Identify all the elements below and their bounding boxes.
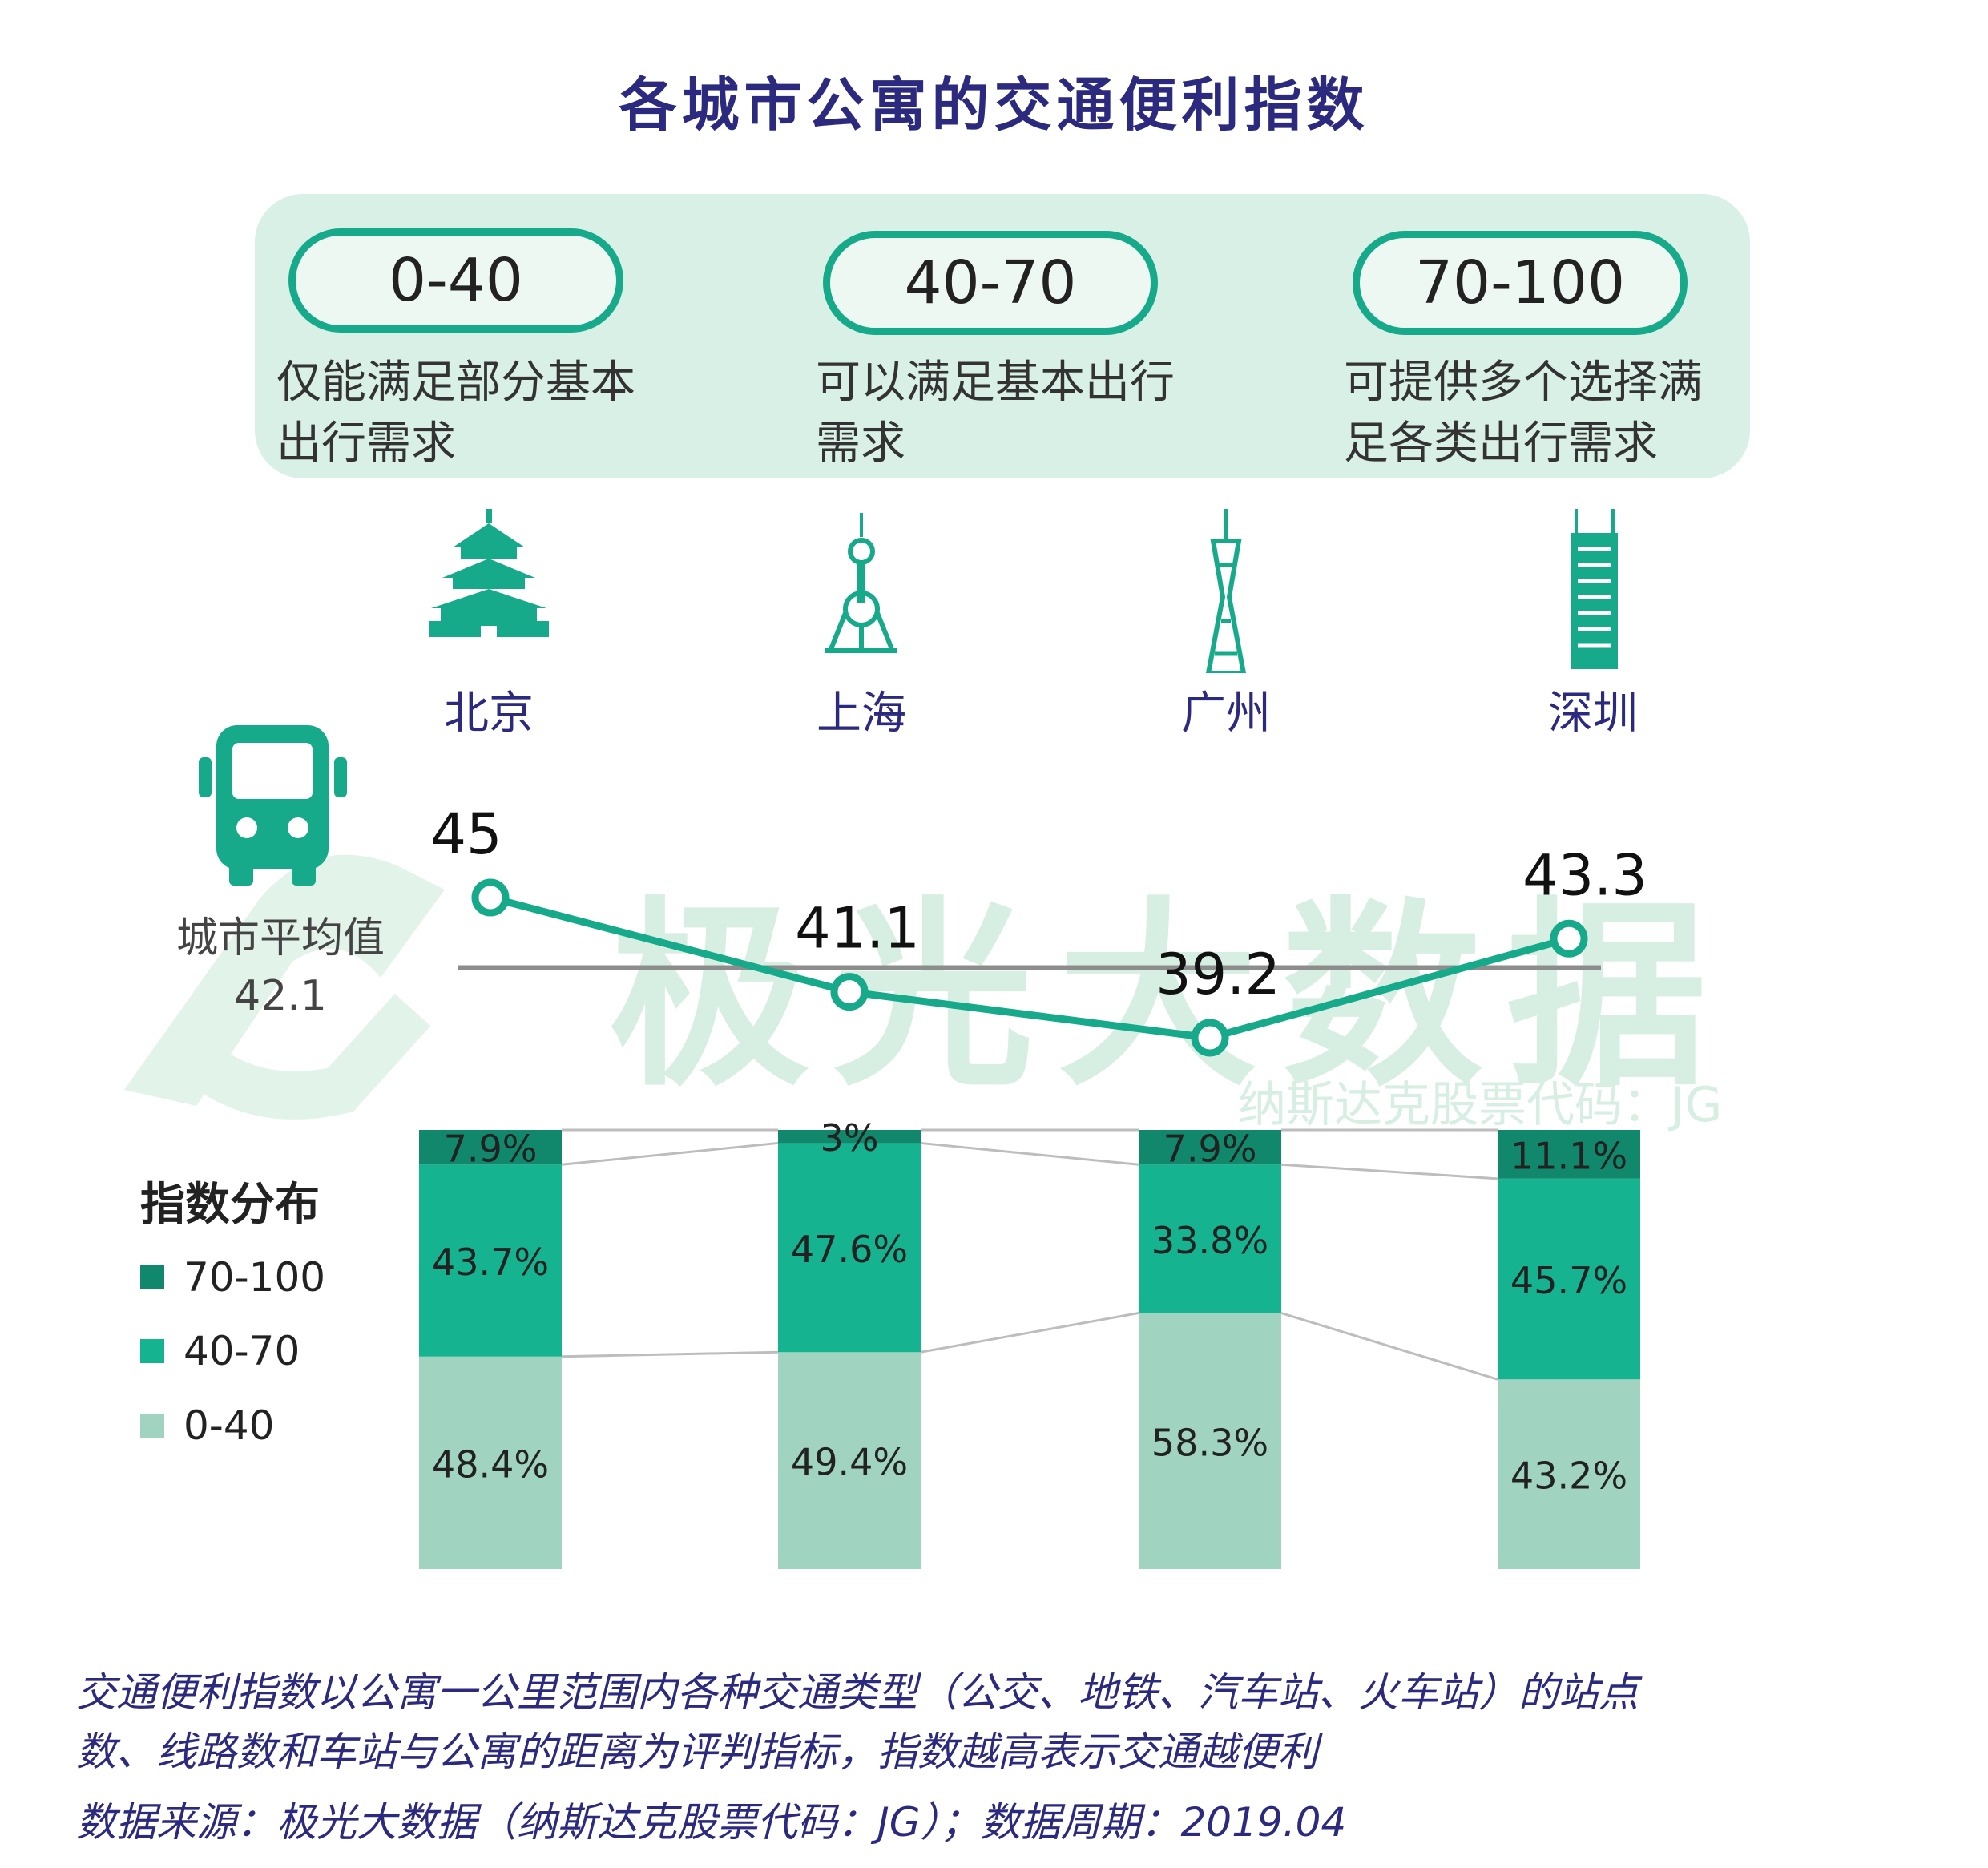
legend-item-40-70: 40-70 [140,1328,300,1374]
bar-connector-line [920,1312,1139,1354]
bar-segment-40-70-1 [778,1143,921,1353]
watermark-subtext: 纳斯达克股票代码：JG [1238,1077,1723,1133]
bar-label-70-100-1: 3% [821,1116,879,1160]
ping-an-tower-icon [1571,509,1618,669]
bus-icon [199,725,347,886]
line-point-2 [1191,1019,1229,1057]
bar-segment-40-70-0 [419,1164,562,1357]
bar-connector-line [1280,1312,1498,1381]
range-desc-0-40: 仅能满足部分基本 出行需求 [276,357,635,470]
index-series-line [489,894,1571,1042]
bar-connector-line [1280,1163,1498,1180]
watermark-logo-icon [124,854,445,1120]
bar-segment-70-100-0 [419,1130,562,1165]
line-point-1 [830,973,869,1011]
range-pill-0-40: 0-40 [288,228,623,333]
legend-item-0-40: 0-40 [140,1402,274,1449]
city-label-beijing: 北京 [444,688,534,740]
line-value-label-1: 41.1 [795,896,920,962]
bar-segment-40-70-3 [1498,1178,1640,1380]
line-point-0 [471,878,510,917]
bar-label-0-40-1: 49.4% [791,1441,908,1484]
footnote: 交通便利指数以公寓一公里范围内各种交通类型（公交、地铁、汽车站、火车站）的站点 … [76,1669,1639,1846]
bar-segment-70-100-1 [778,1130,921,1144]
bar-segment-0-40-0 [419,1356,562,1569]
bar-segment-0-40-1 [778,1352,921,1569]
legend-swatch-40-70 [140,1339,164,1363]
bar-segment-0-40-3 [1498,1379,1640,1569]
legend-swatch-70-100 [140,1265,164,1289]
bar-label-40-70-1: 47.6% [791,1228,908,1271]
line-chart: 45 41.1 39.2 43.3 [430,801,1647,1057]
oriental-pearl-tower-icon [825,513,897,653]
range-pill-70-100: 70-100 [1353,231,1688,335]
bar-connector-line [561,1350,779,1358]
bar-segment-70-100-2 [1139,1130,1281,1165]
line-value-label-3: 43.3 [1522,842,1647,908]
range-desc-40-70: 可以满足基本出行 需求 [816,357,1175,470]
watermark-text: 极光大数据 [609,880,1731,1113]
bar-label-70-100-2: 7.9% [1163,1128,1257,1171]
bar-connector-line [920,1141,1139,1166]
page-title: 各城市公寓的交通便利指数 [619,71,1369,139]
city-label-shenzhen: 深圳 [1548,688,1638,740]
bar-label-40-70-3: 45.7% [1510,1259,1627,1302]
temple-of-heaven-icon [429,509,549,637]
bar-segment-70-100-3 [1498,1130,1640,1179]
bar-label-70-100-0: 7.9% [444,1128,538,1171]
bar-label-0-40-3: 43.2% [1510,1454,1627,1498]
legend-swatch-0-40 [140,1414,164,1438]
city-label-guangzhou: 广州 [1181,688,1271,740]
range-pill-40-70: 40-70 [823,231,1158,335]
bar-connector-line [561,1141,779,1166]
stacked-bar-chart: 48.4% 43.7% 7.9% 49.4% 47.6% 3% 58.3% 33.8% 7.9%… [419,1116,1640,1569]
bar-label-40-70-2: 33.8% [1151,1219,1268,1262]
line-value-label-2: 39.2 [1155,942,1280,1007]
range-desc-70-100: 可提供多个选择满 足各类出行需求 [1344,357,1703,470]
bar-label-70-100-3: 11.1% [1510,1134,1627,1177]
bar-label-0-40-2: 58.3% [1151,1421,1268,1464]
bar-label-40-70-0: 43.7% [432,1241,549,1284]
city-label-shanghai: 上海 [817,688,906,740]
bar-label-0-40-0: 48.4% [432,1442,549,1486]
bar-segment-0-40-2 [1139,1313,1281,1569]
line-point-3 [1550,919,1588,958]
line-value-label-0: 45 [430,801,502,867]
distribution-title: 指数分布 [140,1179,320,1231]
average-label: 城市平均值 42.1 [175,914,385,1020]
bar-segment-40-70-2 [1139,1164,1281,1313]
legend-item-70-100: 70-100 [140,1254,325,1301]
canton-tower-icon [1205,509,1247,673]
